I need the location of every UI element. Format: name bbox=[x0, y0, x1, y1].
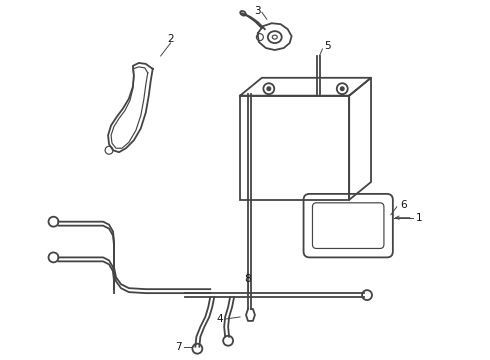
Text: 1: 1 bbox=[416, 213, 422, 223]
Text: 2: 2 bbox=[167, 34, 174, 44]
Text: 7: 7 bbox=[175, 342, 182, 352]
Circle shape bbox=[341, 87, 344, 90]
Circle shape bbox=[267, 87, 270, 90]
Text: 6: 6 bbox=[400, 200, 407, 210]
Text: 5: 5 bbox=[324, 41, 331, 51]
Text: 3: 3 bbox=[255, 6, 261, 16]
Bar bbox=[240, 96, 349, 200]
Text: 8: 8 bbox=[245, 274, 251, 284]
Text: 4: 4 bbox=[217, 314, 223, 324]
